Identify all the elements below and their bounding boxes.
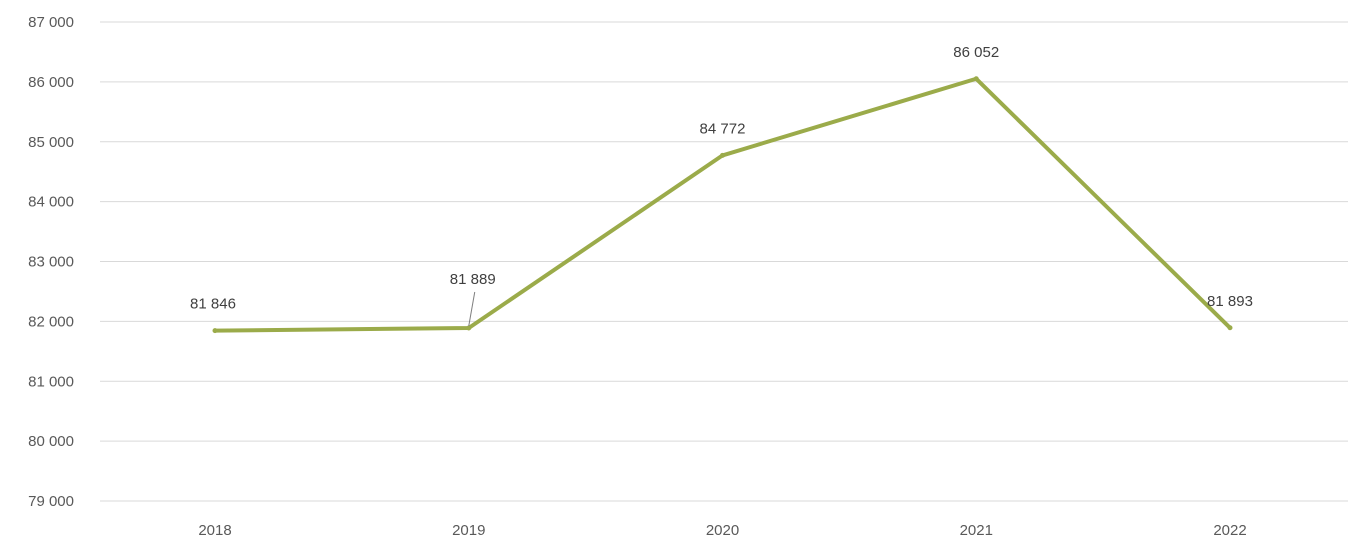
y-axis-ticks: 79 000 80 000 81 000 82 000 83 000 84 000 85 0… (28, 14, 74, 510)
y-tick-label: 82 000 (28, 313, 74, 330)
x-tick-label: 2022 (1213, 522, 1246, 539)
data-labels: 81 846 81 889 84 772 86 052 81 893 (190, 44, 1253, 327)
y-tick-label: 87 000 (28, 14, 74, 31)
x-tick-label: 2018 (198, 522, 231, 539)
data-point (973, 76, 979, 82)
data-point (466, 325, 472, 331)
series-line (213, 76, 1232, 333)
data-point (1227, 325, 1233, 331)
label-leader-line (468, 291, 476, 327)
y-tick-label: 81 000 (28, 373, 74, 390)
y-tick-label: 86 000 (28, 74, 74, 91)
y-tick-label: 80 000 (28, 433, 74, 450)
data-label: 86 052 (953, 44, 999, 61)
x-axis-ticks: 2018 2019 2020 2021 2022 (198, 522, 1246, 539)
data-point (720, 152, 725, 158)
x-tick-label: 2021 (960, 522, 993, 539)
y-tick-label: 79 000 (28, 493, 74, 510)
x-tick-label: 2019 (452, 522, 485, 539)
y-tick-label: 85 000 (28, 134, 74, 151)
y-tick-label: 83 000 (28, 254, 74, 271)
data-point (212, 328, 218, 334)
data-label: 81 889 (450, 271, 496, 288)
x-tick-label: 2020 (706, 522, 739, 539)
series-layer (212, 76, 1233, 334)
data-label: 81 893 (1207, 293, 1253, 310)
data-label: 84 772 (700, 120, 746, 137)
y-tick-label: 84 000 (28, 194, 74, 211)
data-label: 81 846 (190, 296, 236, 313)
gridlines (100, 21, 1348, 502)
